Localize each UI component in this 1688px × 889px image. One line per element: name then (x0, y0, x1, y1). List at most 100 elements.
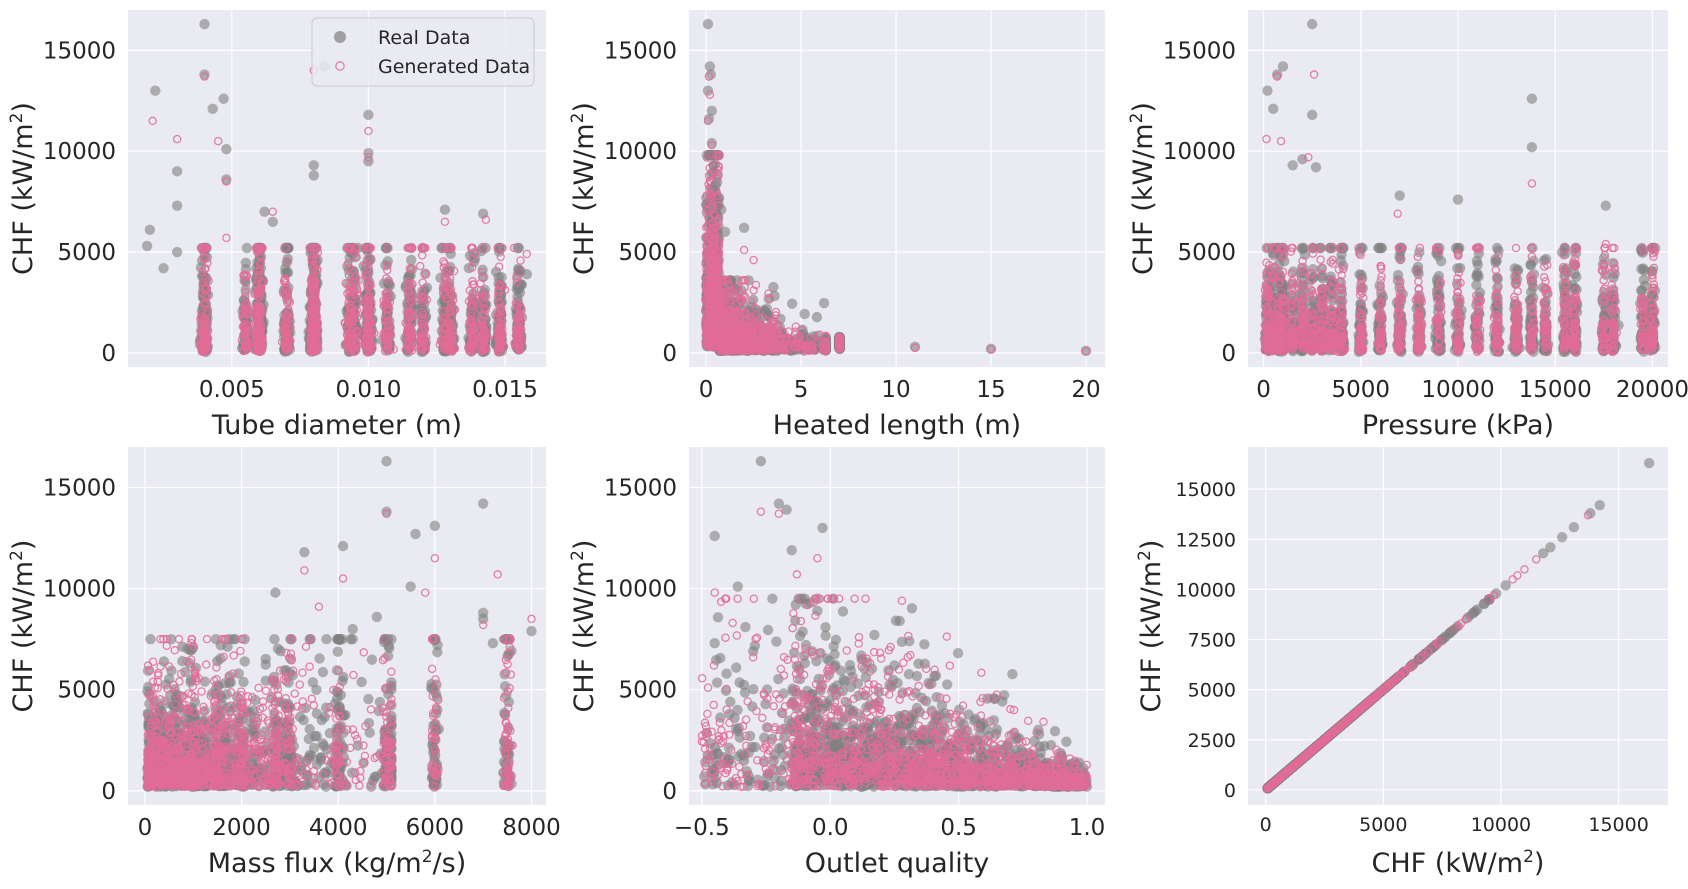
y-axis-label: CHF (kW/m2) (7, 102, 39, 275)
generated-data-point (513, 339, 522, 349)
real-data-point (267, 216, 278, 227)
generated-data-point (464, 343, 473, 353)
generated-data-point (511, 325, 521, 335)
generated-data-point (512, 278, 522, 287)
generated-data-point (481, 215, 491, 225)
generated-data-point (468, 243, 477, 253)
generated-data-point (515, 316, 524, 326)
generated-data-point (255, 305, 265, 315)
x-tick-label: 15 (976, 377, 1005, 403)
generated-data-point (351, 243, 360, 253)
generated-data-point (344, 310, 353, 320)
generated-data-point (447, 243, 456, 253)
generated-data-point (199, 243, 209, 253)
generated-data-point (284, 308, 293, 317)
generated-data-point (254, 344, 264, 353)
generated-data-point (479, 344, 488, 354)
generated-data-point (268, 207, 278, 216)
generated-data-point (255, 260, 265, 270)
generated-data-point (199, 316, 208, 326)
generated-data-point (467, 299, 477, 308)
real-data-point (380, 260, 391, 271)
generated-data-point (352, 326, 362, 336)
real-data-point (207, 103, 218, 115)
generated-data-point (222, 177, 231, 186)
generated-data-point (383, 243, 393, 253)
generated-data-point (254, 270, 263, 280)
generated-data-point (148, 116, 157, 126)
legend-label: Generated Data (378, 56, 530, 78)
generated-data-point (310, 331, 320, 341)
generated-data-point (364, 243, 373, 253)
real-data-point (308, 160, 319, 171)
generated-data-point (480, 291, 489, 301)
generated-data-point (172, 134, 182, 144)
y-tick-label: 10000 (604, 139, 677, 165)
generated-data-point (200, 265, 210, 274)
generated-data-point (362, 323, 372, 333)
generated-data-point (440, 217, 450, 227)
legend-marker-real (334, 31, 346, 43)
generated-data-point (281, 317, 290, 326)
generated-data-point (350, 271, 360, 281)
generated-data-point (310, 317, 319, 326)
generated-data-point (495, 345, 504, 355)
generated-data-point (479, 327, 488, 337)
generated-data-point (381, 300, 390, 309)
generated-data-point (364, 152, 373, 162)
generated-data-point (282, 289, 291, 298)
y-tick-label: 5000 (57, 240, 116, 266)
generated-data-point (364, 313, 374, 323)
generated-data-point (703, 240, 713, 250)
generated-data-point (255, 302, 265, 311)
generated-data-point (495, 334, 505, 343)
generated-data-point (199, 347, 209, 356)
generated-data-point (383, 345, 393, 355)
real-data-point (158, 262, 169, 274)
generated-data-point (418, 336, 427, 345)
generated-data-point (350, 277, 360, 286)
generated-data-point (308, 315, 318, 325)
generated-data-point (239, 271, 248, 280)
generated-data-point (222, 233, 231, 243)
generated-data-point (195, 340, 204, 350)
generated-data-point (201, 299, 210, 309)
generated-data-point (749, 286, 758, 295)
generated-data-point (404, 281, 413, 290)
real-data-point (799, 308, 810, 320)
generated-data-point (442, 344, 451, 353)
generated-data-point (242, 306, 251, 316)
generated-data-point (281, 284, 291, 293)
generated-data-point (310, 313, 319, 323)
generated-data-point (480, 326, 490, 336)
generated-data-point (345, 345, 354, 355)
generated-data-point (476, 279, 485, 288)
generated-data-point (383, 265, 392, 275)
generated-data-point (362, 347, 371, 357)
generated-data-point (496, 252, 505, 262)
real-data-point (768, 281, 779, 293)
generated-data-point (382, 292, 391, 302)
generated-data-point (279, 289, 288, 298)
generated-data-point (509, 243, 519, 253)
generated-data-point (343, 289, 352, 298)
generated-data-point (282, 338, 291, 348)
y-tick-label: 15000 (604, 38, 677, 64)
generated-data-point (349, 310, 359, 319)
generated-data-point (348, 311, 357, 321)
legend-label: Real Data (378, 27, 470, 49)
generated-data-point (384, 276, 393, 285)
generated-data-point (364, 292, 374, 302)
generated-data-point (448, 326, 457, 336)
generated-data-point (407, 243, 416, 253)
generated-data-point (441, 322, 451, 332)
generated-data-point (764, 289, 773, 298)
real-data-point (240, 257, 252, 268)
generated-data-point (384, 333, 393, 342)
generated-data-point (252, 243, 261, 253)
generated-data-point (493, 243, 503, 253)
generated-data-point (515, 312, 524, 322)
generated-data-point (306, 324, 315, 334)
generated-data-point (444, 243, 454, 253)
